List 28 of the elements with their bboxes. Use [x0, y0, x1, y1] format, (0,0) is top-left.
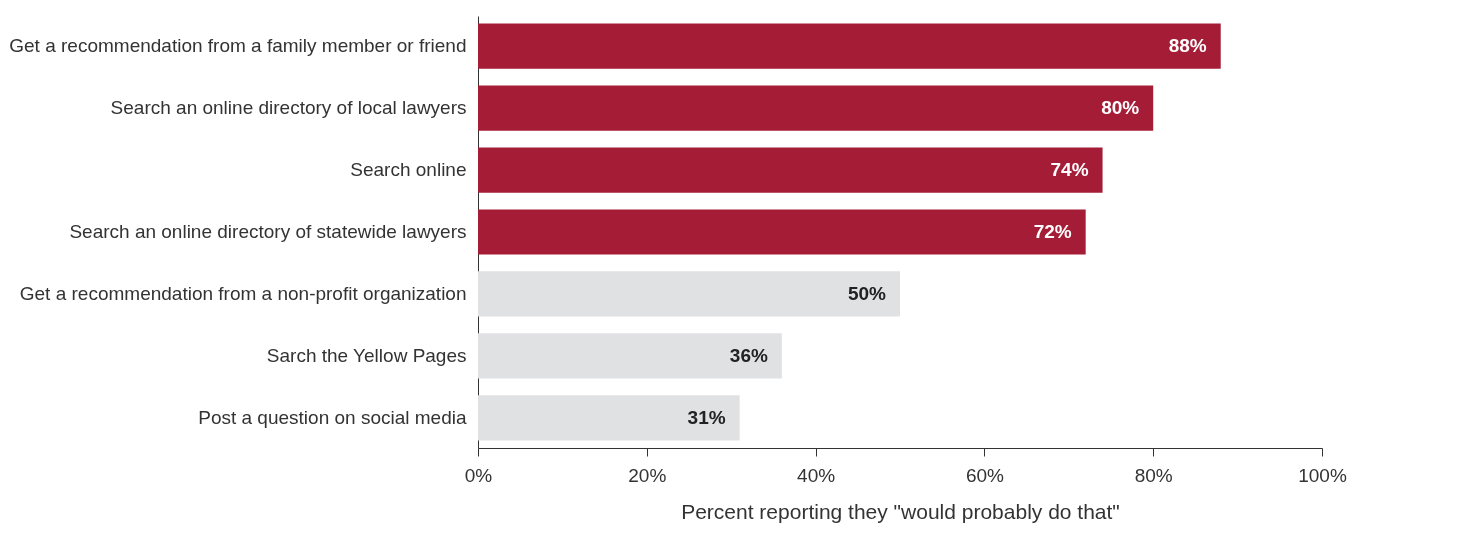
x-tick-label: 0%: [464, 464, 493, 486]
y-tick-label: Post a question on social media: [198, 406, 467, 428]
bar: [478, 333, 782, 379]
data-label: 80%: [1101, 97, 1140, 119]
x-axis-title: Percent reporting they "would probably do that": [681, 499, 1120, 523]
bar: [478, 85, 1154, 131]
data-label: 50%: [847, 282, 887, 304]
x-tick-label: 80%: [1134, 464, 1173, 486]
x-tick-label: 40%: [797, 464, 836, 486]
data-label: 31%: [687, 406, 726, 428]
data-label: 74%: [1050, 159, 1089, 181]
bar: [478, 395, 740, 441]
y-tick-label: Search an online directory of statewide lawyers: [69, 221, 467, 242]
x-tick-label: 60%: [965, 464, 1005, 486]
bar: [478, 271, 900, 317]
x-tick-label: 100%: [1298, 464, 1347, 486]
y-tick-label: Get a recommendation from a non-profit organization: [19, 282, 467, 304]
y-tick-label: Sarch the Yellow Pages: [266, 344, 467, 366]
bar: [478, 209, 1086, 255]
x-tick-label: 20%: [628, 464, 667, 486]
y-tick-label: Search an online directory of local lawyers: [110, 97, 467, 119]
data-label: 72%: [1033, 221, 1072, 242]
data-label: 36%: [729, 344, 768, 366]
y-tick-label: Search online: [350, 159, 467, 181]
data-label: 88%: [1168, 35, 1207, 57]
bar: [478, 23, 1221, 69]
y-tick-label: Get a recommendation from a family member or friend: [9, 35, 467, 57]
bar: [478, 147, 1103, 193]
